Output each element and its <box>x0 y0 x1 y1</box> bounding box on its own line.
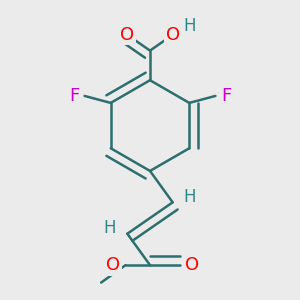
Text: O: O <box>166 26 180 44</box>
Text: H: H <box>184 188 197 206</box>
Text: O: O <box>185 256 199 274</box>
Text: O: O <box>106 256 120 274</box>
Text: H: H <box>184 17 197 35</box>
Text: F: F <box>221 87 231 105</box>
Text: H: H <box>103 220 116 238</box>
Text: O: O <box>120 26 134 44</box>
Text: F: F <box>69 87 79 105</box>
